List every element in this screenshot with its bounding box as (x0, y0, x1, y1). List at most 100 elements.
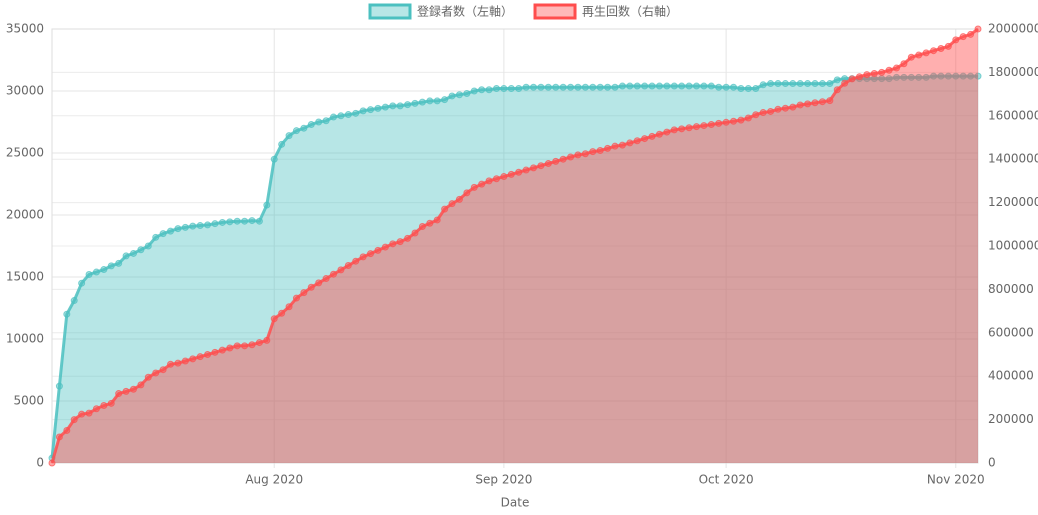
data-point (833, 86, 841, 94)
data-point (589, 83, 597, 91)
data-point (915, 51, 923, 59)
data-point (744, 85, 752, 93)
data-point (196, 353, 204, 361)
data-point (389, 240, 397, 248)
data-point (122, 252, 130, 260)
legend-label: 登録者数（左軸） (417, 4, 513, 19)
data-point (478, 180, 486, 188)
data-point (285, 132, 293, 140)
y-tick-label: 35000 (6, 22, 44, 36)
data-point (922, 49, 930, 57)
data-point (404, 234, 412, 242)
data-point (174, 359, 182, 367)
data-point (470, 183, 478, 191)
data-point (611, 142, 619, 150)
data-point (574, 83, 582, 91)
data-point (70, 416, 78, 424)
data-point (685, 82, 693, 90)
plot-border (51, 28, 979, 464)
data-point (767, 107, 775, 115)
data-point (826, 97, 834, 105)
data-point (507, 170, 515, 178)
data-point (100, 401, 108, 409)
data-point (574, 151, 582, 159)
data-point (181, 223, 189, 231)
data-point (752, 85, 760, 93)
data-point (278, 309, 286, 317)
data-point (581, 83, 589, 91)
data-point (70, 297, 78, 305)
data-point (618, 141, 626, 149)
data-point (804, 100, 812, 108)
data-point (900, 60, 908, 68)
data-point (781, 80, 789, 88)
y2-tick-label: 200000 (988, 412, 1034, 426)
data-point (841, 79, 849, 87)
data-point (700, 122, 708, 130)
data-point (270, 315, 278, 323)
data-point (226, 344, 234, 352)
y2-tick-label: 1400000 (988, 152, 1038, 166)
data-point (959, 72, 967, 80)
data-point (959, 33, 967, 41)
data-point (233, 342, 241, 350)
data-point (448, 200, 456, 208)
data-point (55, 433, 63, 441)
data-point (759, 109, 767, 117)
data-point (411, 99, 419, 107)
data-point (226, 218, 234, 226)
data-point (700, 82, 708, 90)
data-point (604, 83, 612, 91)
data-point (241, 342, 249, 350)
data-point (48, 459, 56, 467)
data-point (463, 89, 471, 97)
data-point (552, 83, 560, 91)
data-point (270, 155, 278, 163)
data-point (537, 83, 545, 91)
data-point (85, 271, 93, 279)
data-point (359, 253, 367, 261)
data-point (426, 97, 434, 105)
data-point (626, 82, 634, 90)
data-point (826, 80, 834, 88)
data-point (92, 405, 100, 413)
data-point (626, 139, 634, 147)
data-point (78, 410, 86, 418)
data-point (441, 205, 449, 213)
data-point (107, 262, 115, 270)
data-point (811, 80, 819, 88)
data-point (581, 150, 589, 158)
data-point (144, 242, 152, 250)
data-point (167, 227, 175, 235)
data-point (129, 385, 137, 393)
data-point (233, 217, 241, 225)
x-tick-label: Nov 2020 (927, 473, 985, 487)
data-point (174, 225, 182, 233)
data-point (92, 268, 100, 276)
data-point (137, 381, 145, 389)
data-point (907, 53, 915, 61)
series-area (52, 29, 978, 463)
data-point (159, 230, 167, 238)
data-point (330, 270, 338, 278)
data-point (315, 118, 323, 126)
data-point (559, 155, 567, 163)
data-point (885, 75, 893, 83)
x-tick-label: Sep 2020 (475, 473, 532, 487)
legend-label: 再生回数（右軸） (582, 4, 678, 19)
y-tick-label: 30000 (6, 84, 44, 98)
data-point (367, 106, 375, 114)
data-point (330, 113, 338, 121)
data-point (878, 68, 886, 76)
data-point (115, 259, 123, 267)
data-point (152, 233, 160, 241)
data-point (522, 166, 530, 174)
data-point (374, 104, 382, 112)
data-point (352, 109, 360, 117)
data-point (952, 72, 960, 80)
data-point (255, 217, 263, 225)
data-point (85, 409, 93, 417)
data-point (900, 73, 908, 81)
data-point (129, 249, 137, 257)
data-point (433, 216, 441, 224)
